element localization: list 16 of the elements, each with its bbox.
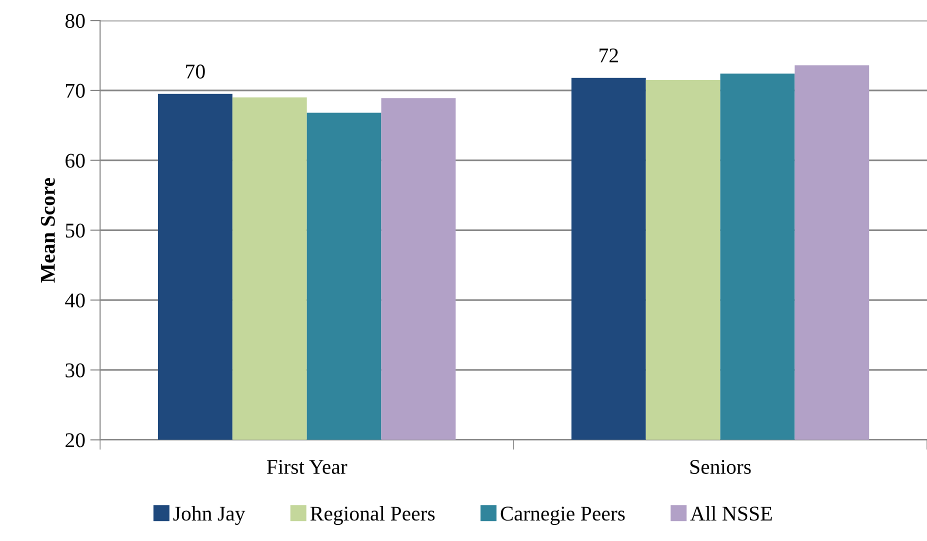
y-tick-label: 70 bbox=[66, 84, 85, 98]
y-tick-label: 40 bbox=[65, 293, 85, 308]
data-label: 72 bbox=[600, 48, 618, 62]
legend-label: John Jay bbox=[173, 506, 246, 525]
legend-label: All NSSE bbox=[690, 506, 772, 521]
y-tick-label: 30 bbox=[66, 363, 85, 378]
legend-label: Regional Peers bbox=[310, 506, 435, 525]
y-tick-label: 50 bbox=[66, 224, 85, 238]
y-axis-title: Mean Score bbox=[40, 178, 55, 283]
y-tick-label: 20 bbox=[66, 433, 85, 448]
y-tick-label: 60 bbox=[66, 154, 85, 168]
y-tick-label: 80 bbox=[65, 14, 85, 28]
x-tick-label: First Year bbox=[266, 460, 348, 474]
legend-label: Carnegie Peers bbox=[500, 506, 625, 525]
x-tick-label: Seniors bbox=[690, 460, 751, 474]
data-label: 70 bbox=[186, 64, 205, 79]
